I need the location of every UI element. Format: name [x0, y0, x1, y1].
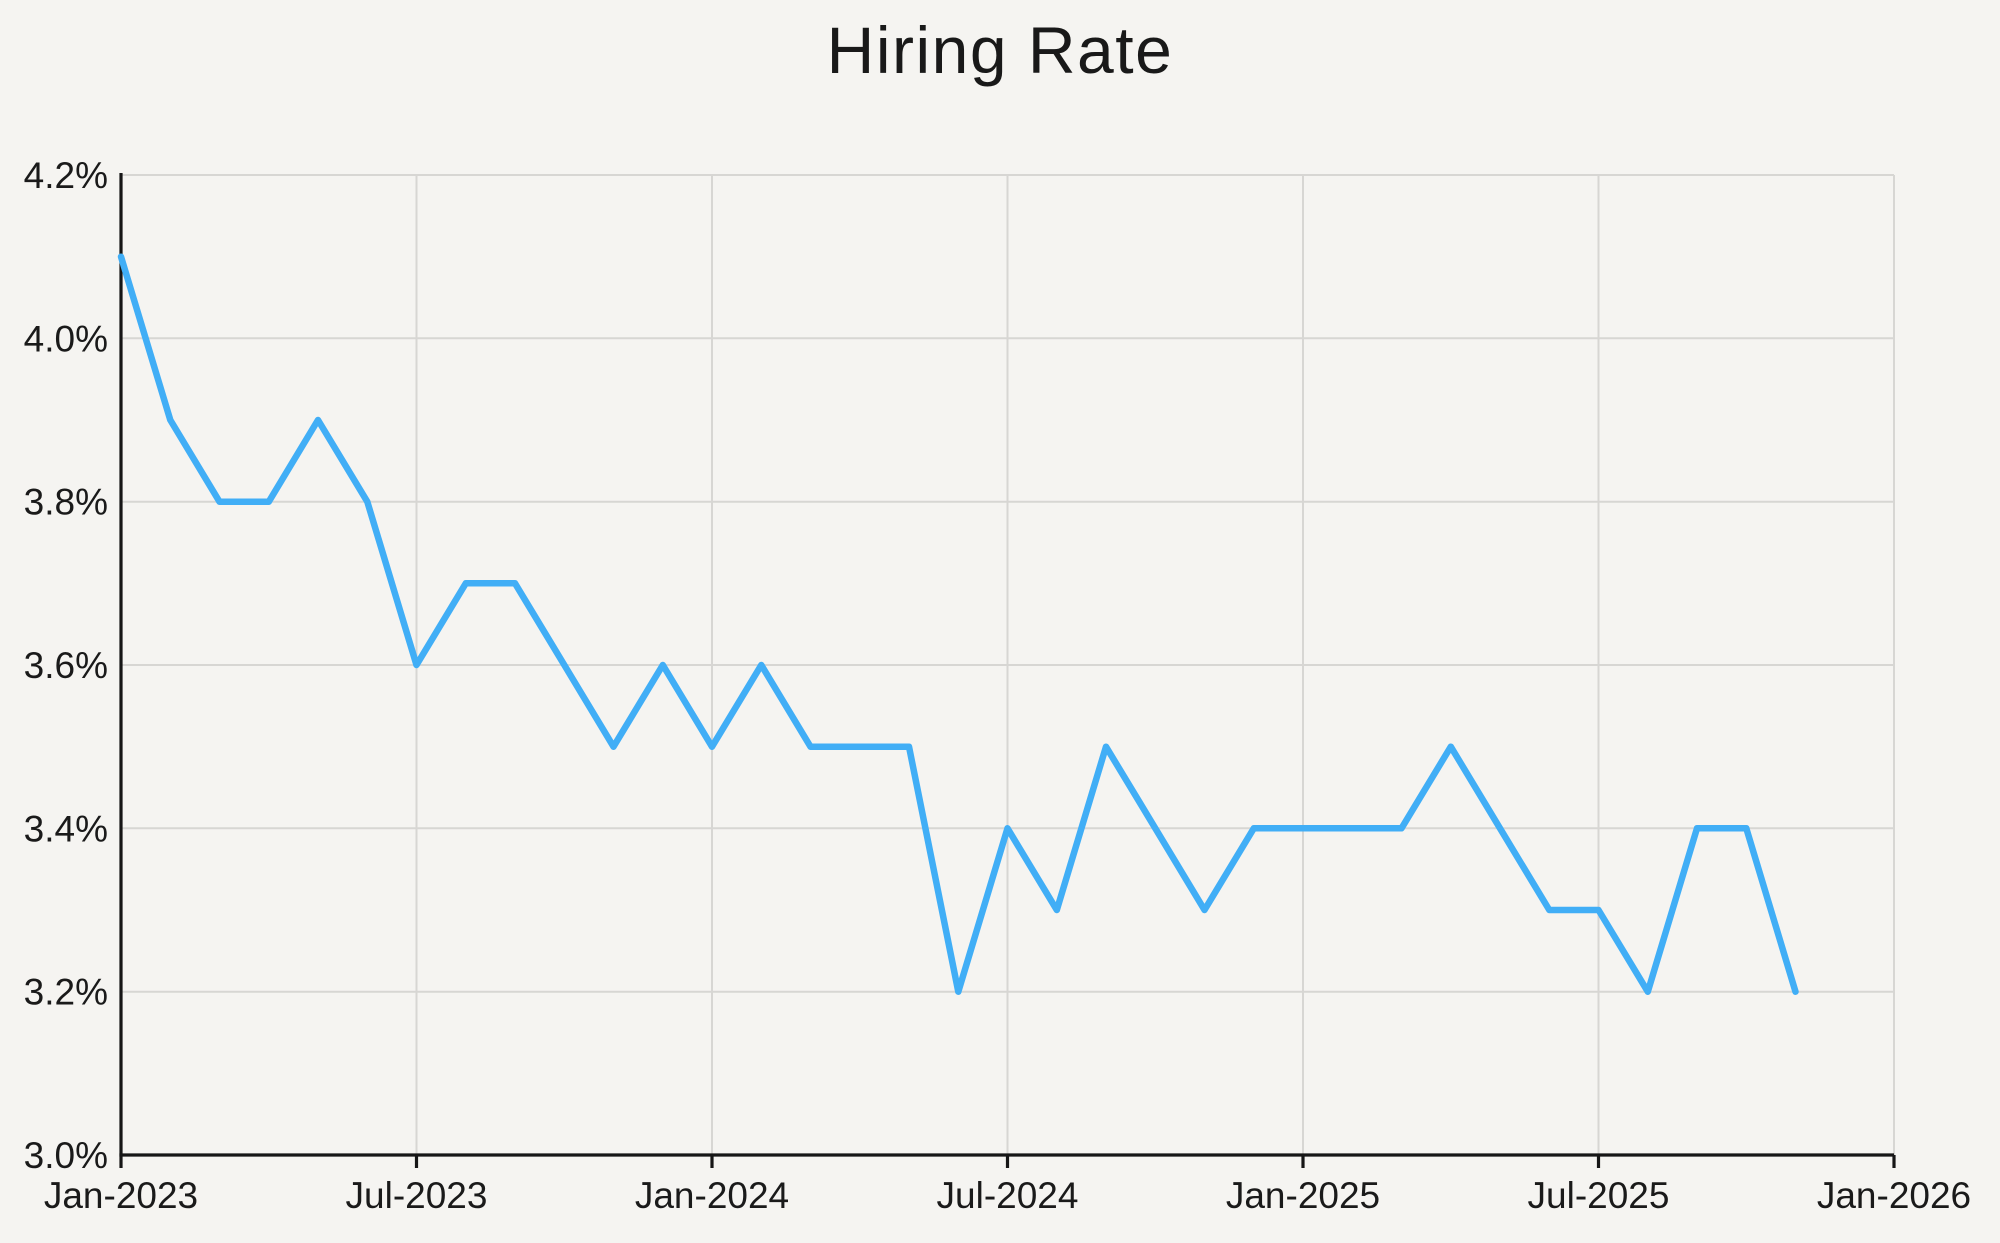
x-tick-label: Jul-2025: [1528, 1175, 1670, 1216]
y-tick-label: 4.2%: [24, 155, 108, 196]
x-tick-label: Jan-2025: [1226, 1175, 1380, 1216]
x-tick-label: Jan-2026: [1817, 1175, 1971, 1216]
y-tick-label: 3.2%: [24, 972, 108, 1013]
y-tick-label: 3.4%: [24, 808, 108, 849]
y-tick-label: 4.0%: [24, 318, 108, 359]
x-tick-label: Jan-2024: [635, 1175, 789, 1216]
y-tick-label: 3.6%: [24, 645, 108, 686]
x-tick-label: Jul-2023: [346, 1175, 488, 1216]
y-tick-label: 3.8%: [24, 482, 108, 523]
data-line-hiring-rate: [117, 253, 1799, 995]
x-tick-label: Jul-2024: [937, 1175, 1079, 1216]
y-tick-label: 3.0%: [24, 1135, 108, 1176]
chart-title: Hiring Rate: [826, 13, 1174, 87]
x-tick-label: Jan-2023: [44, 1175, 198, 1216]
